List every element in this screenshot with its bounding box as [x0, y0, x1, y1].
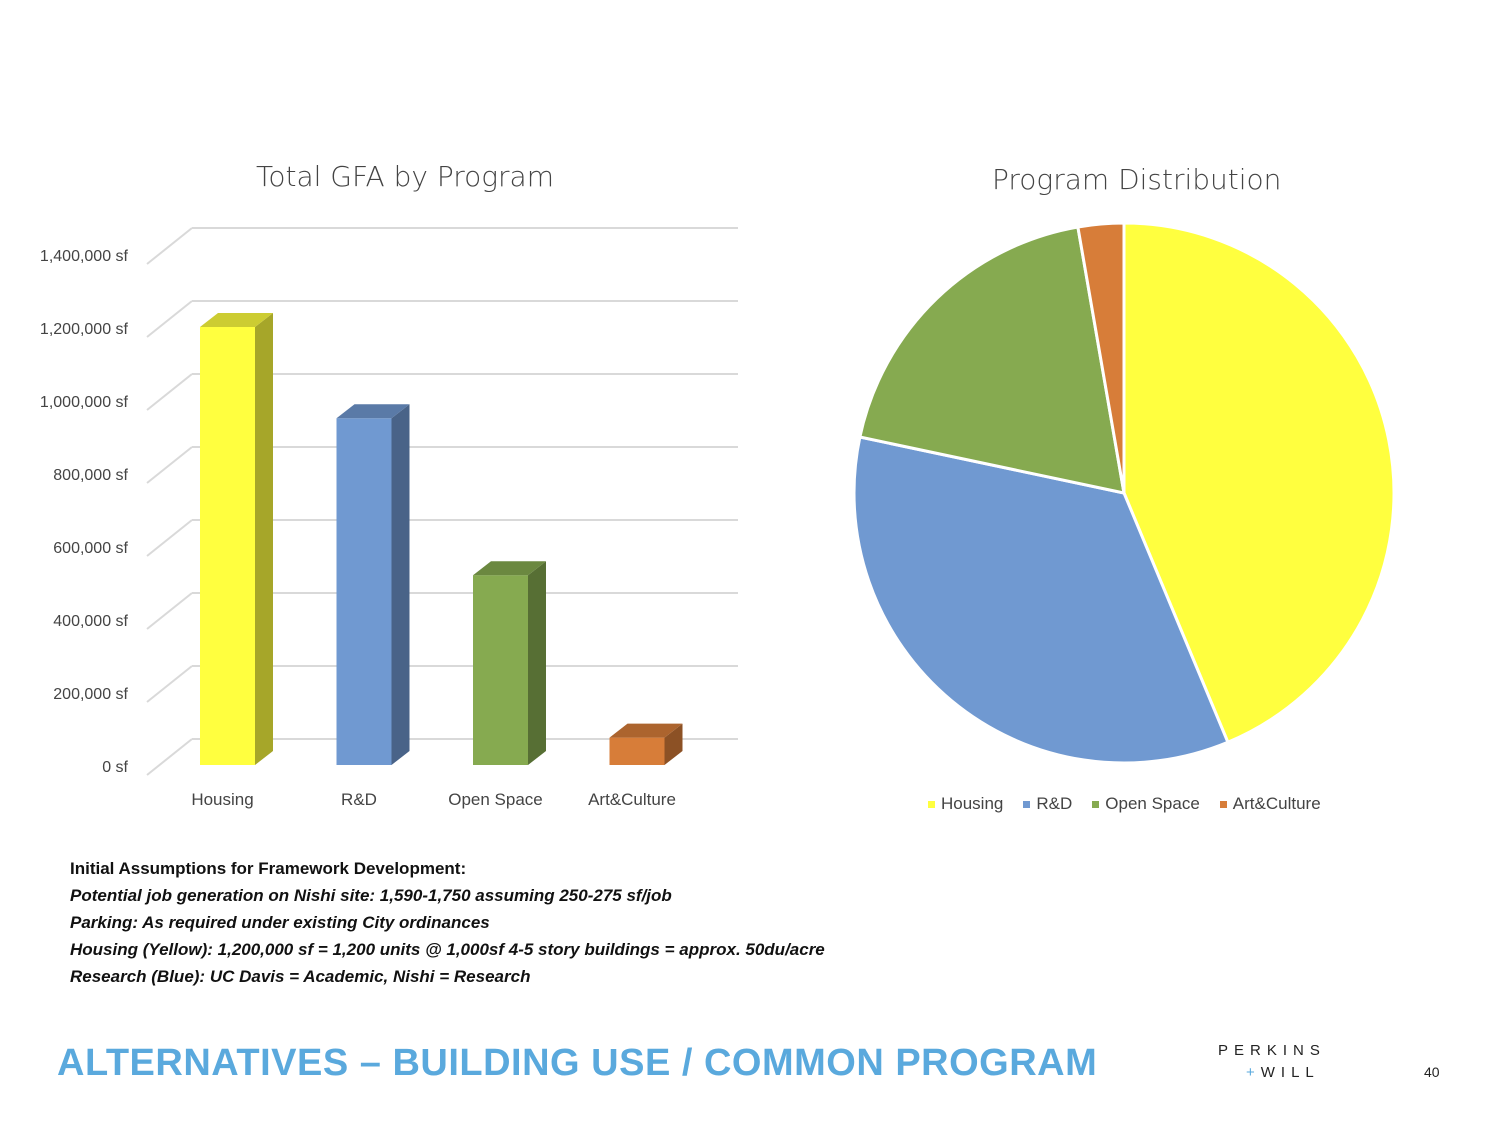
logo-line2: WILL: [1260, 1064, 1320, 1081]
x-tick-label: Art&Culture: [588, 790, 676, 809]
y-tick-label: 0 sf: [102, 759, 128, 776]
gridline-depth: [146, 592, 193, 630]
slide-footer-title: ALTERNATIVES – BUILDING USE / COMMON PRO…: [57, 1042, 1098, 1084]
pie-slice-3: [1076, 221, 1126, 494]
gridline-depth: [146, 446, 193, 484]
note-line: Housing (Yellow): 1,200,000 sf = 1,200 u…: [70, 940, 825, 959]
legend-swatch: [1092, 801, 1100, 809]
bar-side-2: [528, 561, 546, 765]
legend-label: Art&Culture: [1232, 794, 1321, 813]
y-tick-label: 600,000 sf: [53, 540, 128, 557]
pie-slice-0: [1122, 221, 1396, 745]
gridline-depth: [146, 300, 193, 338]
gridline-depth: [146, 738, 193, 776]
legend-swatch: [1219, 801, 1227, 809]
bar-front-3: [609, 737, 665, 765]
note-line: Potential job generation on Nishi site: …: [70, 886, 672, 905]
bar-front-1: [336, 418, 392, 765]
gridline-depth: [146, 665, 193, 703]
y-tick-label: 200,000 sf: [53, 686, 128, 703]
gridline-depth: [146, 373, 193, 411]
y-tick-label: 1,200,000 sf: [40, 321, 129, 338]
assumptions-notes: Initial Assumptions for Framework Develo…: [70, 855, 825, 990]
bar-side-3: [664, 723, 683, 765]
note-line: Parking: As required under existing City…: [70, 913, 490, 932]
y-tick-label: 800,000 sf: [53, 467, 128, 484]
legend-swatch: [1023, 801, 1031, 809]
note-line: Research (Blue): UC Davis = Academic, Ni…: [70, 967, 531, 986]
x-tick-label: Housing: [191, 790, 253, 809]
legend-swatch: [928, 801, 935, 809]
pie-legend: Housing R&D Open Space Art&Culture: [928, 794, 1321, 814]
legend-label: Housing: [941, 794, 1004, 813]
legend-item-art-culture: Art&Culture: [1219, 794, 1321, 814]
bar-top-0: [200, 313, 273, 327]
logo-line1: PERKINS: [1218, 1042, 1326, 1059]
legend-item-rd: R&D: [1023, 794, 1072, 814]
bar-chart-title: Total GFA by Program: [256, 160, 554, 193]
pie-slice-2: [858, 225, 1126, 495]
bar-side-1: [391, 404, 410, 765]
y-tick-label: 1,400,000 sf: [40, 248, 129, 265]
bar-front-0: [200, 327, 255, 765]
bar-top-2: [473, 561, 546, 576]
gridline-depth: [146, 227, 193, 265]
bar-top-1: [336, 404, 410, 419]
x-tick-label: R&D: [341, 790, 377, 809]
legend-item-open-space: Open Space: [1092, 794, 1200, 814]
bar-top-3: [609, 723, 683, 738]
legend-label: Open Space: [1105, 794, 1200, 813]
logo-plus: +: [1246, 1064, 1261, 1081]
x-tick-label: Open Space: [448, 790, 543, 809]
y-tick-label: 400,000 sf: [53, 613, 128, 630]
legend-item-housing: Housing: [928, 794, 1003, 814]
page-number: 40: [1424, 1064, 1440, 1080]
perkins-will-logo: PERKINS +WILL: [1218, 1040, 1326, 1084]
notes-heading: Initial Assumptions for Framework Develo…: [70, 859, 467, 878]
bar-front-2: [473, 575, 528, 765]
bar-side-0: [255, 313, 273, 765]
pie-chart-title: Program Distribution: [992, 163, 1282, 196]
gridline-depth: [146, 519, 193, 557]
legend-label: R&D: [1036, 794, 1073, 813]
pie-slice-1: [852, 435, 1230, 765]
y-tick-label: 1,000,000 sf: [40, 394, 129, 411]
